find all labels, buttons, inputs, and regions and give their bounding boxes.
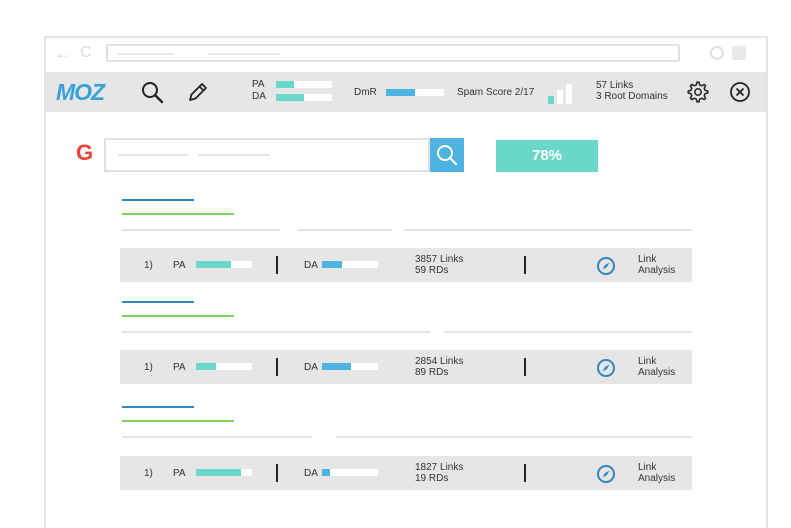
domain-authority-meter xyxy=(322,363,378,370)
links-count: 2854 Links xyxy=(415,356,464,367)
result-snippet-line xyxy=(298,229,392,231)
compass-icon[interactable] xyxy=(596,358,616,381)
result-metrics-row: 1) PA DA 3857 Links 59 RDs Link Analysis xyxy=(120,248,692,282)
moz-logo: MOZ xyxy=(56,79,105,105)
result-snippet-line xyxy=(336,436,692,438)
gear-icon[interactable] xyxy=(686,80,710,109)
window-circle-control[interactable] xyxy=(710,46,724,60)
row-divider xyxy=(276,256,278,274)
dmr-meter xyxy=(386,89,444,96)
dmr-label: DmR xyxy=(354,87,377,98)
result-links: 3857 Links 59 RDs xyxy=(415,254,463,276)
spam-score-bar xyxy=(548,96,554,104)
links-count: 57 Links xyxy=(596,80,634,91)
search-placeholder-line xyxy=(118,154,188,156)
score-badge: 78% xyxy=(496,140,598,172)
result-url-line[interactable] xyxy=(122,420,234,422)
pencil-icon[interactable] xyxy=(186,80,210,109)
root-domains-count: 19 RDs xyxy=(415,473,449,484)
result-rank: 1) xyxy=(144,260,153,271)
domain-authority-label: DA xyxy=(304,468,318,479)
link-analysis-link[interactable]: Link Analysis xyxy=(638,254,675,276)
pa-da-labels: PA DA xyxy=(252,79,266,103)
da-meter xyxy=(276,94,332,101)
result-url-line[interactable] xyxy=(122,213,234,215)
root-domains-count: 89 RDs xyxy=(415,367,449,378)
domain-authority-label: DA xyxy=(304,362,318,373)
google-logo: G xyxy=(76,140,94,165)
page-authority-label: PA xyxy=(173,260,186,271)
result-url-line[interactable] xyxy=(122,315,234,317)
link-analysis-link[interactable]: Link Analysis xyxy=(638,356,675,378)
compass-icon[interactable] xyxy=(596,464,616,487)
page-authority-meter xyxy=(196,261,252,268)
result-title-line[interactable] xyxy=(122,199,194,201)
links-count: 3857 Links xyxy=(415,254,464,265)
result-snippet-line xyxy=(404,229,692,231)
browser-window: ← C MOZ PA DA DmR Spam Score 2/17 57 Lin… xyxy=(44,36,768,528)
link-analysis-label: Analysis xyxy=(638,265,676,276)
domain-authority-label: DA xyxy=(304,260,318,271)
da-label: DA xyxy=(252,91,266,102)
row-divider xyxy=(276,358,278,376)
result-rank: 1) xyxy=(144,468,153,479)
search-input[interactable] xyxy=(104,138,430,172)
pa-label: PA xyxy=(252,79,265,90)
arrow-left-icon[interactable]: ← xyxy=(54,43,72,63)
result-links: 1827 Links 19 RDs xyxy=(415,462,463,484)
root-domains-count: 59 RDs xyxy=(415,265,449,276)
result-title-line[interactable] xyxy=(122,406,194,408)
reload-icon[interactable]: C xyxy=(80,44,92,61)
url-placeholder-line xyxy=(208,53,280,55)
page-authority-label: PA xyxy=(173,362,186,373)
link-analysis-label: Link xyxy=(638,356,657,367)
link-analysis-label: Link xyxy=(638,254,657,265)
result-snippet-line xyxy=(122,331,430,333)
address-bar[interactable] xyxy=(106,44,680,62)
link-analysis-label: Analysis xyxy=(638,367,676,378)
search-button[interactable] xyxy=(430,138,464,172)
page-authority-meter xyxy=(196,363,252,370)
row-divider xyxy=(276,464,278,482)
links-summary: 57 Links 3 Root Domains xyxy=(596,80,668,102)
result-snippet-line xyxy=(122,436,312,438)
window-square-control[interactable] xyxy=(732,46,746,60)
link-analysis-label: Link xyxy=(638,462,657,473)
url-placeholder-line xyxy=(118,53,174,55)
mozbar-toolbar: MOZ PA DA DmR Spam Score 2/17 57 Links 3… xyxy=(46,72,766,112)
result-snippet-line xyxy=(122,229,280,231)
search-icon xyxy=(437,145,458,166)
result-metrics-row: 1) PA DA 1827 Links 19 RDs Link Analysis xyxy=(120,456,692,490)
result-metrics-row: 1) PA DA 2854 Links 89 RDs Link Analysis xyxy=(120,350,692,384)
page-authority-meter xyxy=(196,469,252,476)
spam-score-bar xyxy=(566,84,572,104)
link-analysis-label: Analysis xyxy=(638,473,676,484)
compass-icon[interactable] xyxy=(596,256,616,279)
root-domains-count: 3 Root Domains xyxy=(596,91,668,102)
row-divider xyxy=(524,358,526,376)
search-placeholder-line xyxy=(198,154,270,156)
link-analysis-link[interactable]: Link Analysis xyxy=(638,462,675,484)
domain-authority-meter xyxy=(322,261,378,268)
links-count: 1827 Links xyxy=(415,462,464,473)
page-authority-label: PA xyxy=(173,468,186,479)
spam-score-label: Spam Score 2/17 xyxy=(457,87,535,98)
row-divider xyxy=(524,256,526,274)
result-title-line[interactable] xyxy=(122,301,194,303)
spam-score-bar xyxy=(557,90,563,104)
result-rank: 1) xyxy=(144,362,153,373)
result-links: 2854 Links 89 RDs xyxy=(415,356,463,378)
result-snippet-line xyxy=(444,331,692,333)
domain-authority-meter xyxy=(322,469,378,476)
row-divider xyxy=(524,464,526,482)
search-icon[interactable] xyxy=(140,80,164,109)
browser-chrome: ← C xyxy=(46,38,766,72)
pa-meter xyxy=(276,81,332,88)
close-circle-icon[interactable] xyxy=(728,80,752,109)
